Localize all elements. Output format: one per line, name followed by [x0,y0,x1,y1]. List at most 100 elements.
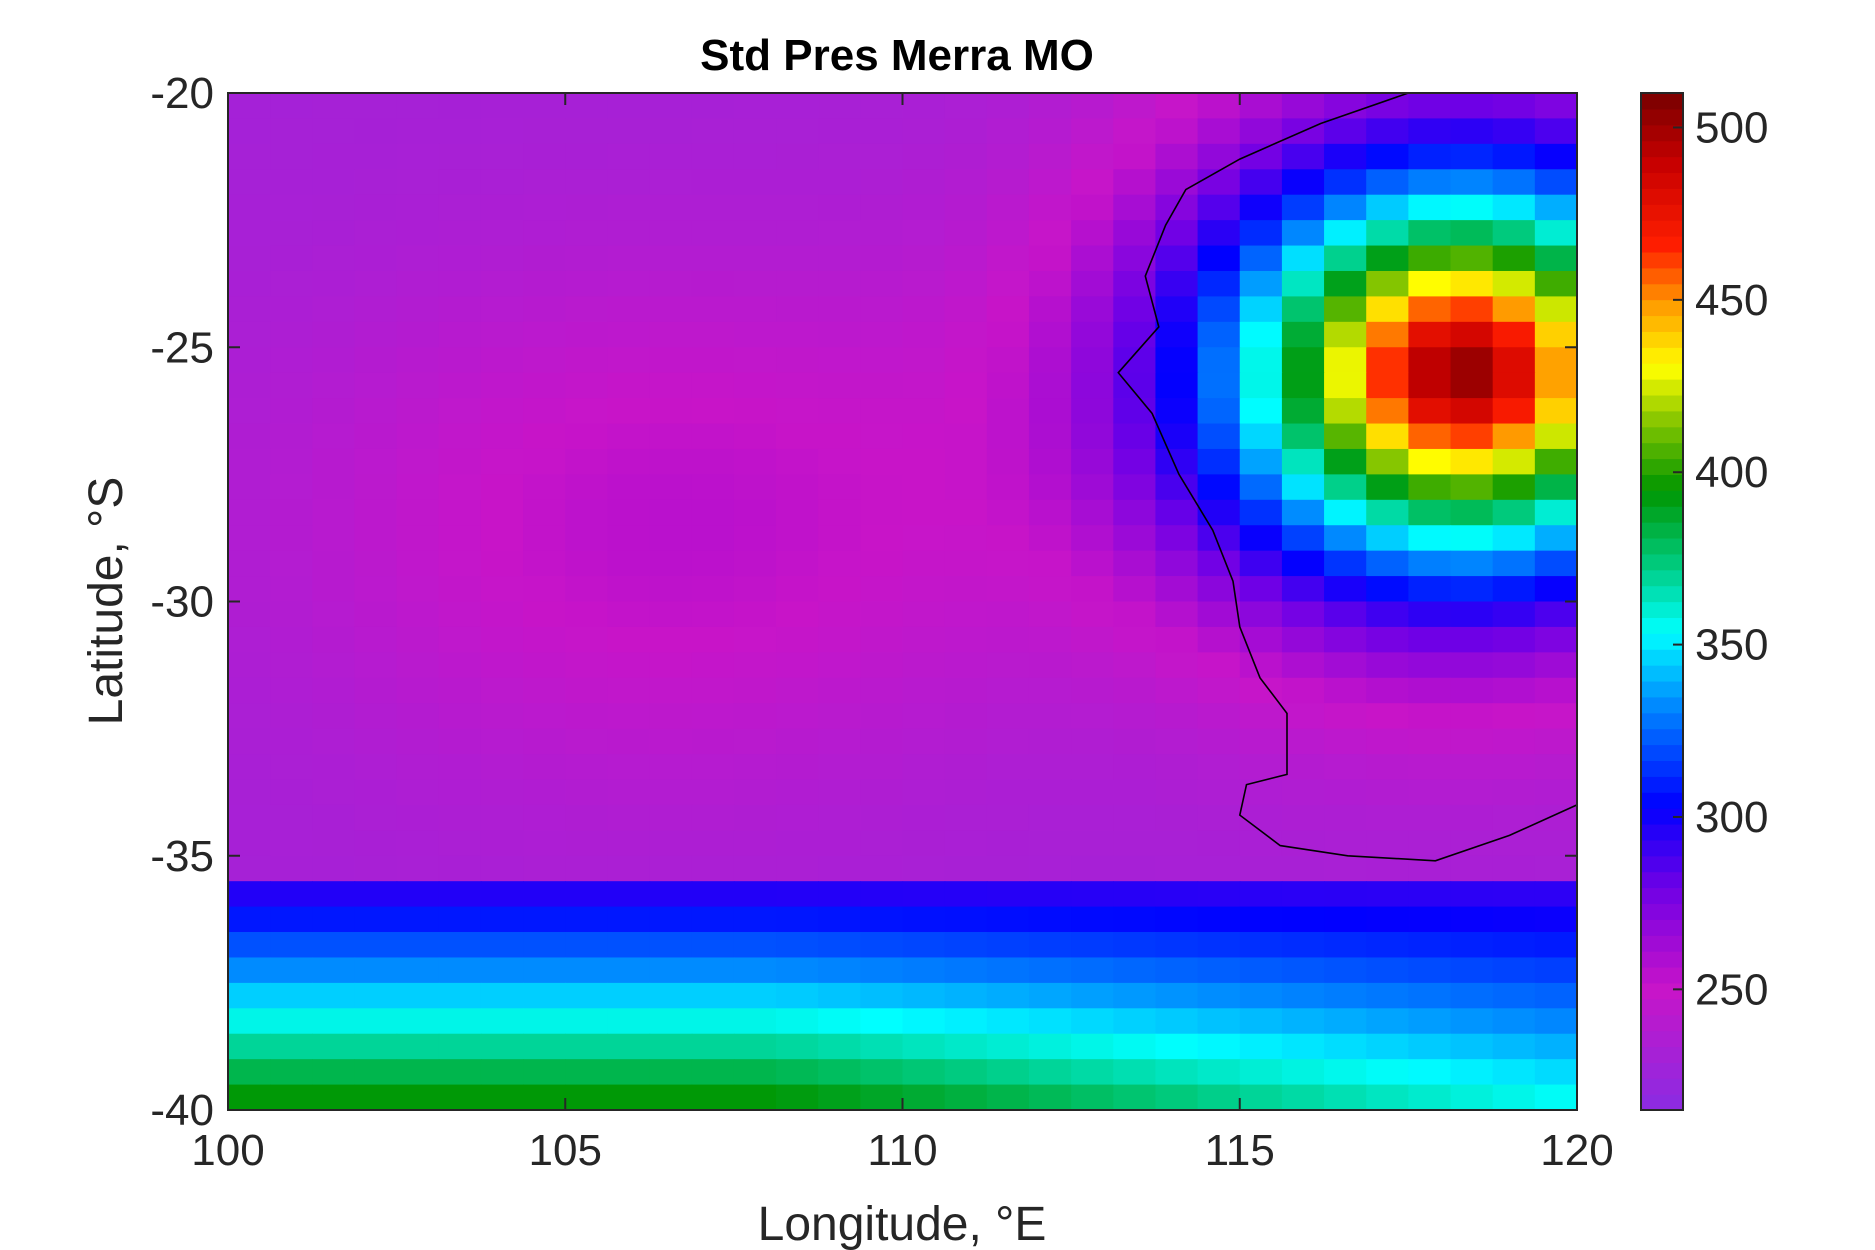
heatmap-cell [818,194,861,221]
heatmap-cell [523,118,566,145]
x-axis-ticks: 100 105 110 115 120 [191,93,1614,1175]
heatmap-cell [1492,194,1536,221]
heatmap-cell [1113,728,1157,755]
heatmap-cell [1366,932,1409,959]
heatmap-cell [354,652,398,679]
heatmap-cell [1113,1008,1157,1035]
heatmap-cell [354,169,398,196]
heatmap-cell [1281,143,1325,170]
heatmap-cell [776,220,819,247]
heatmap-cell [1450,626,1494,653]
heatmap-cell [1071,423,1114,450]
heatmap-cell [1155,1084,1199,1111]
heatmap-cell [1239,982,1283,1009]
heatmap-cell [1071,372,1114,399]
heatmap-cell [1197,779,1241,806]
heatmap-cell [1281,957,1325,984]
heatmap-cell [1155,830,1199,857]
heatmap-cell [860,855,904,882]
heatmap-cell [691,398,735,425]
heatmap-cell [312,1084,356,1111]
heatmap-cell [354,957,398,984]
heatmap-cell [986,220,1030,247]
heatmap-cell [1071,982,1114,1009]
heatmap-cell [1408,932,1452,959]
heatmap-cell [270,982,313,1009]
heatmap-cell [480,296,524,323]
heatmap-cell [1534,1008,1578,1035]
heatmap-cell [523,576,566,603]
heatmap-cell [733,398,777,425]
heatmap-cell [776,474,819,501]
heatmap-cell [565,550,609,577]
colorbar-segment [1641,108,1683,126]
heatmap-cell [312,881,356,908]
heatmap-cell [607,982,651,1009]
heatmap-cell [986,423,1030,450]
heatmap-cell [354,448,398,475]
heatmap-cell [228,118,271,145]
heatmap-cell [733,525,777,552]
heatmap-cell [1492,525,1536,552]
heatmap-cell [1492,448,1536,475]
heatmap-cell [691,169,735,196]
heatmap-cell [312,220,356,247]
heatmap-cell [733,220,777,247]
heatmap-cell [860,779,904,806]
heatmap-cell [902,448,946,475]
heatmap-cell [860,474,904,501]
colorbar-segment [1641,1062,1683,1079]
heatmap-cell [228,906,271,933]
heatmap-cell [860,296,904,323]
heatmap-cell [354,1008,398,1035]
heatmap-cell [1366,525,1409,552]
heatmap-cell [607,576,651,603]
heatmap-cell [1324,703,1367,730]
heatmap-cell [438,118,482,145]
heatmap-cell [1408,474,1452,501]
heatmap-cell [1324,194,1367,221]
heatmap-cell [1408,576,1452,603]
heatmap-cell [733,550,777,577]
heatmap-cell [1324,728,1367,755]
heatmap-cell [1239,474,1283,501]
heatmap-cell [860,652,904,679]
heatmap-cell [1408,1059,1452,1086]
y-tick-label: -25 [150,323,214,372]
colorbar-segment [1641,744,1683,762]
heatmap-cell [902,398,946,425]
heatmap-cell [986,677,1030,704]
heatmap-cell [986,550,1030,577]
heatmap-cell [607,499,651,526]
colorbar-segment [1641,156,1683,174]
heatmap-cell [438,169,482,196]
heatmap-cell [1366,1059,1409,1086]
heatmap-cell [776,804,819,831]
colorbar-tick-label: 300 [1695,793,1768,842]
heatmap-cell [776,932,819,959]
heatmap-cell [1071,932,1114,959]
heatmap-cell [1113,423,1157,450]
heatmap-cell [523,881,566,908]
heatmap-cell [1492,270,1536,298]
heatmap-cell [354,499,398,526]
heatmap-cell [1534,550,1578,577]
heatmap-cell [270,372,313,399]
heatmap-cell [818,728,861,755]
heatmap-cell [1366,576,1409,603]
heatmap-cell [1534,194,1578,221]
heatmap-cell [480,1059,524,1086]
heatmap-cell [1534,830,1578,857]
heatmap-cell [1408,804,1452,831]
heatmap-cell [1324,932,1367,959]
heatmap-cell [691,728,735,755]
heatmap-cell [1534,296,1578,323]
heatmap-cell [776,576,819,603]
heatmap-cell [691,804,735,831]
heatmap-cell [1197,804,1241,831]
heatmap-cell [649,448,693,475]
heatmap-cell [1113,626,1157,653]
heatmap-cell [1197,703,1241,730]
heatmap-cell [1324,448,1367,475]
